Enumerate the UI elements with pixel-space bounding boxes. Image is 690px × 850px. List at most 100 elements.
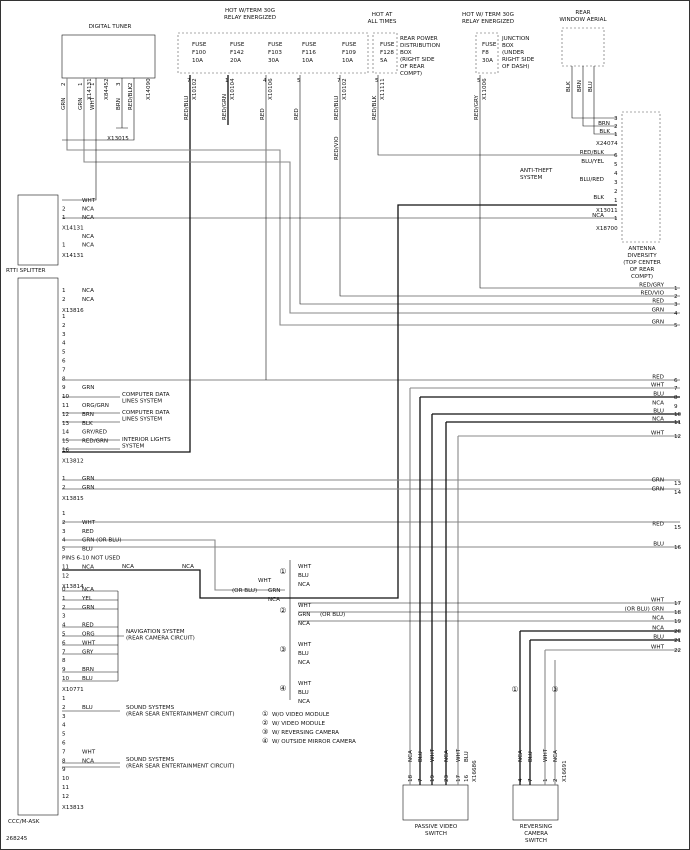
component-name: COMPT)	[400, 71, 422, 77]
wire-color: RED	[82, 623, 94, 629]
fuse: 5A	[380, 58, 388, 64]
terminal: 5	[674, 323, 678, 329]
pin: 5	[297, 78, 301, 84]
component-name: BOX	[502, 43, 514, 49]
pin: 1	[62, 243, 66, 249]
wire-color: BLK	[593, 195, 604, 201]
connector: X11111	[380, 78, 386, 100]
connector: X13816	[62, 308, 84, 314]
pin: 4	[518, 778, 524, 782]
wire-color: NCA	[518, 750, 524, 762]
pin: 11	[62, 403, 70, 409]
note-mark: ①	[262, 710, 268, 718]
terminal: 21	[674, 638, 682, 644]
wire	[83, 78, 680, 314]
wire-color: BLU/RED	[580, 177, 604, 183]
pin: 1	[614, 198, 618, 204]
wire	[62, 590, 124, 682]
variant-mark: ④	[279, 684, 286, 693]
wire-color: RED	[82, 529, 94, 535]
note-mark: ③	[262, 728, 268, 736]
wire-color: WHT	[82, 640, 96, 646]
wire-color: WHT	[651, 383, 665, 389]
terminal: 2	[674, 294, 678, 300]
component-name: SWITCH	[525, 838, 547, 844]
connector: X13812	[62, 458, 84, 464]
terminal: 11	[674, 420, 682, 426]
system: INTERIOR LIGHTS	[122, 437, 171, 443]
connector: X10102	[342, 78, 348, 100]
splitter-box	[17, 194, 59, 266]
fuse: F103	[268, 50, 282, 56]
pin: 15	[62, 439, 70, 445]
system: NAVIGATION SYSTEM	[126, 629, 185, 635]
camera-switch-box	[512, 784, 559, 821]
pin: 1	[62, 596, 66, 602]
wire	[409, 387, 680, 785]
system: SOUND SYSTEMS	[126, 705, 175, 711]
pin: 6	[62, 359, 66, 365]
fuse: 10A	[192, 58, 203, 64]
fuse: F100	[192, 50, 206, 56]
pin: 6	[62, 741, 66, 747]
pin: 1	[225, 78, 229, 84]
wire-color: NCA	[182, 564, 194, 570]
wire-color: GRN	[82, 485, 94, 491]
pin: 4	[62, 623, 66, 629]
wire-color: NCA	[82, 243, 94, 249]
wire	[62, 75, 680, 381]
pin: 2	[614, 124, 618, 130]
pin: 19	[430, 774, 436, 782]
connector: X16691	[562, 760, 568, 782]
wire	[479, 75, 680, 289]
pin: 4	[263, 78, 267, 84]
wire-color: WHT	[82, 749, 96, 755]
component-name: REAR	[575, 10, 590, 16]
pin: 10	[62, 776, 70, 782]
pin: PINS 6-10 NOT USED	[62, 556, 120, 562]
wire-color: WHT	[298, 603, 312, 609]
wire-color: RED/GRY	[639, 283, 664, 289]
pin: 5	[477, 78, 481, 84]
wire-color: WHT	[430, 748, 436, 762]
wire-color: BLU	[418, 751, 424, 762]
terminal: 17	[674, 601, 682, 607]
power-label: RELAY ENERGIZED	[462, 19, 514, 25]
fuse: F142	[230, 50, 244, 56]
pin: 5	[62, 350, 66, 356]
wire-color: RED/BLU	[334, 96, 340, 120]
component-name: DIGITAL TUNER	[89, 24, 132, 30]
connector: X18700	[596, 226, 618, 232]
pin: 2	[62, 297, 66, 303]
wire-color: BLK	[82, 421, 93, 427]
wire-color: GRY/RED	[82, 430, 107, 436]
connector: X24074	[596, 141, 618, 147]
wire-color: NCA	[82, 297, 94, 303]
diagram-id: 268245	[6, 836, 28, 842]
pin: 4	[62, 341, 66, 347]
wire-color: BLK	[566, 81, 572, 92]
wire-color: WHT	[82, 198, 96, 204]
component-name: (UNDER	[502, 50, 524, 56]
wire-color: BLK	[599, 129, 610, 135]
pin: 9	[62, 385, 66, 391]
component-name: REAR POWER	[400, 36, 438, 42]
tuner-box	[61, 34, 156, 79]
wire-color: BLU	[298, 573, 309, 579]
connector: X13815	[62, 496, 84, 502]
pin: 1	[62, 511, 66, 517]
wire-color: (OR BLU) GRN	[625, 607, 664, 613]
wire	[62, 78, 97, 201]
pin: 1	[62, 288, 66, 294]
wire	[62, 75, 191, 453]
wire-color: WHT	[298, 642, 312, 648]
component-name: BOX	[400, 50, 412, 56]
terminal: 22	[674, 648, 681, 654]
fuse: 10A	[302, 58, 313, 64]
component-name: OF REAR	[630, 267, 655, 273]
wire-color: RED/GRY	[474, 95, 480, 120]
aerial-box	[561, 27, 605, 67]
variant-mark: ①	[511, 685, 518, 694]
wire-color: GRN	[82, 385, 94, 391]
